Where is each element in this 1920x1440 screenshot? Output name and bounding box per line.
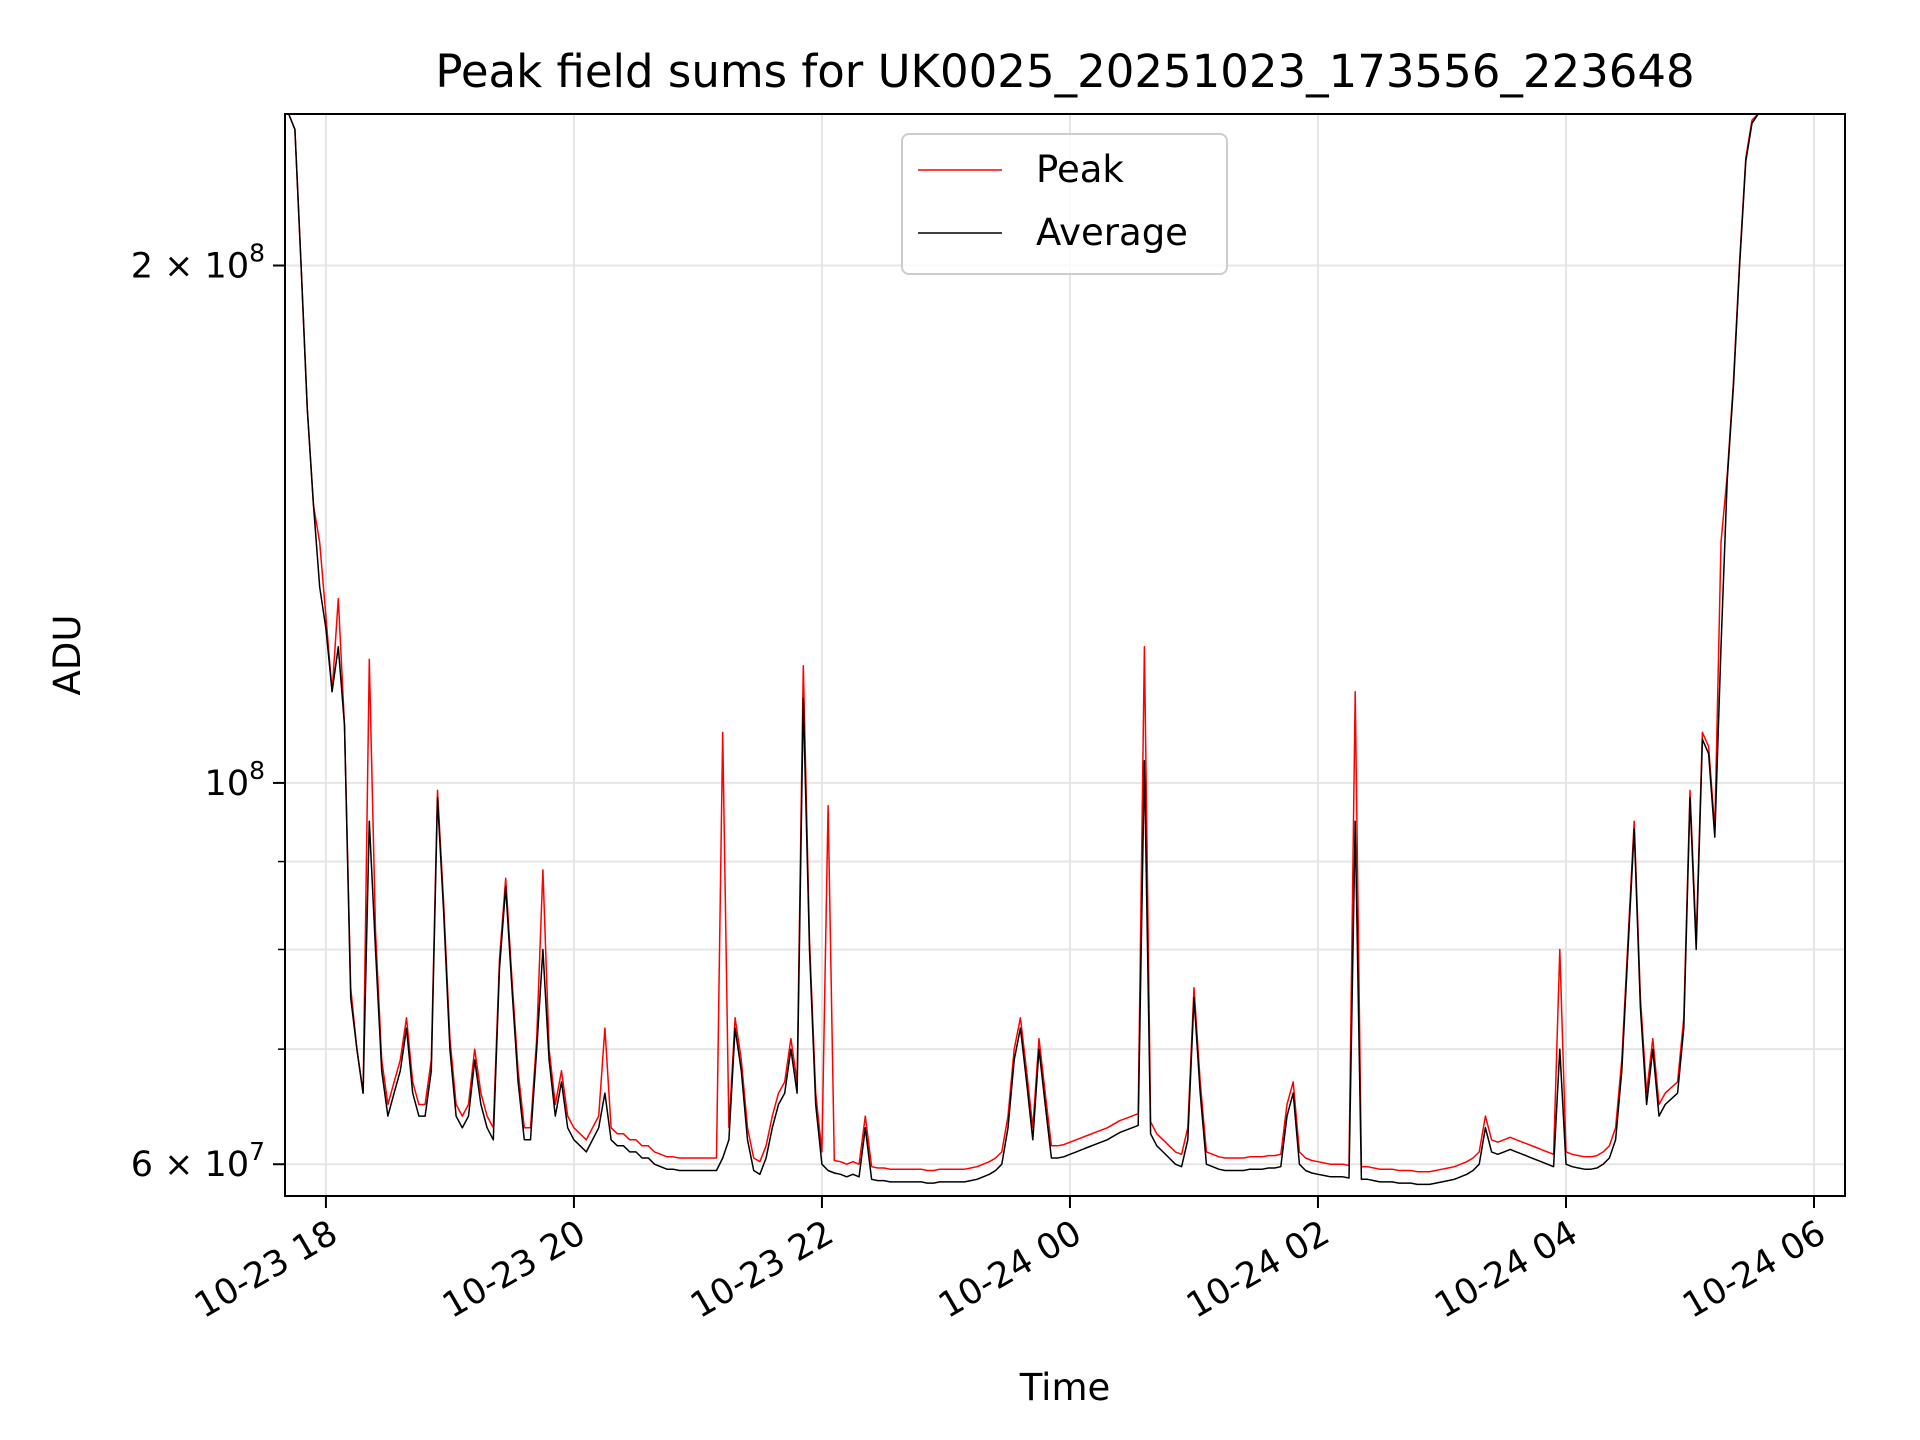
y-tick-label: 2 × 108 (131, 238, 265, 286)
y-tick-label-base: 2 × 10 (131, 246, 249, 286)
y-tick-label-exponent: 8 (249, 238, 265, 267)
y-tick-label-base: 10 (205, 764, 250, 804)
legend-label-average: Average (1036, 211, 1188, 254)
grid (285, 114, 1845, 1196)
series-line-peak (285, 113, 1771, 1173)
chart-title: Peak field sums for UK0025_20251023_1735… (435, 45, 1694, 98)
y-tick-label-exponent: 8 (249, 756, 265, 785)
legend: Peak Average (901, 133, 1228, 275)
y-axis-label: ADU (46, 615, 89, 696)
plot-frame (284, 113, 1846, 1197)
series-line-average (285, 113, 1771, 1186)
legend-box (901, 133, 1228, 275)
series-layer (285, 113, 1771, 1186)
y-tick-label-exponent: 7 (249, 1137, 265, 1166)
x-axis-label: Time (1019, 1366, 1111, 1409)
legend-label-peak: Peak (1036, 148, 1124, 191)
y-tick-label-base: 6 × 10 (131, 1145, 249, 1185)
y-tick-label: 108 (205, 756, 265, 804)
y-tick-label: 6 × 107 (131, 1137, 265, 1185)
